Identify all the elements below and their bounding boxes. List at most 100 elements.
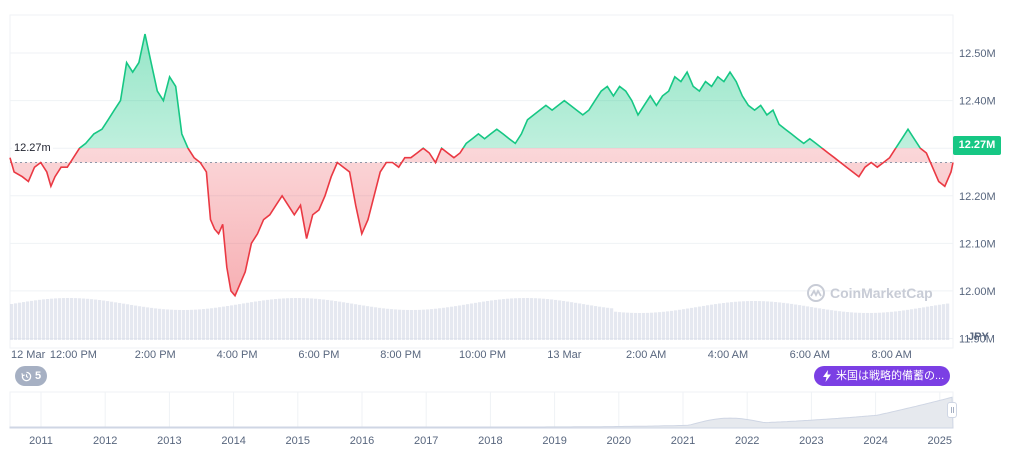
volume-bar [926, 306, 930, 340]
volume-bar [94, 299, 98, 340]
volume-bar [234, 304, 238, 340]
volume-bar [66, 298, 70, 340]
volume-bar [374, 307, 378, 340]
history-tick-label: 2012 [93, 435, 117, 447]
volume-bar [878, 312, 882, 340]
volume-bar [466, 304, 470, 340]
volume-bar [430, 309, 434, 340]
volume-bar [334, 301, 338, 340]
events-button[interactable]: 5 [15, 366, 47, 386]
volume-bar [938, 304, 942, 340]
volume-bar [358, 304, 362, 340]
news-event-button[interactable]: 米国は戦略的備蓄の... [814, 366, 950, 386]
volume-bar [810, 307, 814, 340]
volume-bar [174, 309, 178, 340]
volume-bar [918, 307, 922, 340]
volume-bar [90, 299, 94, 340]
volume-bar [838, 311, 842, 340]
volume-bar [454, 306, 458, 340]
history-tick-label: 2013 [157, 435, 181, 447]
volume-bar [798, 305, 802, 340]
plot-frame [9, 14, 954, 349]
volume-bar [490, 300, 494, 340]
volume-bar [166, 309, 170, 340]
volume-bar [82, 298, 86, 340]
lightning-icon [823, 370, 831, 382]
history-navigator[interactable]: 2011 2012 2013 2014 2015 2016 2017 2018 2019 2020… [9, 391, 954, 447]
volume-bar [894, 311, 898, 340]
y-tick-label: 12.00M [959, 286, 996, 298]
history-tick-label: 2024 [863, 435, 887, 447]
volume-bar [706, 305, 710, 340]
volume-bar [902, 310, 906, 340]
volume-bar [34, 300, 38, 340]
volume-bar [686, 308, 690, 340]
volume-bar [422, 309, 426, 340]
volume-bar [78, 298, 82, 340]
volume-bar [486, 300, 490, 340]
volume-bar [86, 298, 90, 340]
volume-bar [734, 301, 738, 340]
volume-bar [534, 298, 538, 340]
volume-bar [218, 307, 222, 340]
volume-bar [426, 309, 430, 340]
volume-bar [214, 307, 218, 340]
volume-bar [394, 309, 398, 340]
x-tick-label: 10:00 PM [459, 349, 506, 361]
volume-bar [282, 298, 286, 340]
volume-bar [630, 312, 634, 340]
volume-bar [722, 302, 726, 340]
volume-bar [930, 306, 934, 340]
volume-bar [862, 312, 866, 340]
volume-bar [678, 309, 682, 340]
volume-bar [506, 298, 510, 340]
volume-bar [226, 306, 230, 340]
volume-bar [150, 307, 154, 340]
volume-bar [622, 312, 626, 340]
volume-bar [362, 305, 366, 340]
volume-bar [482, 301, 486, 340]
volume-bar [818, 308, 822, 340]
volume-bar [738, 301, 742, 340]
range-handle[interactable] [947, 402, 957, 418]
x-tick-label: 4:00 AM [708, 349, 748, 361]
volume-bar [942, 304, 946, 340]
volume-bar [434, 308, 438, 340]
history-tick-label: 2019 [542, 435, 566, 447]
volume-bar [170, 309, 174, 340]
volume-bar [366, 306, 370, 340]
volume-bar [286, 298, 290, 340]
x-tick-label: 12:00 PM [50, 349, 97, 361]
volume-bar [354, 304, 358, 340]
volume-bar [202, 309, 206, 340]
volume-bar [318, 299, 322, 340]
volume-bar [14, 303, 18, 340]
volume-bar [370, 306, 374, 340]
volume-bar [438, 308, 442, 340]
volume-bar [834, 310, 838, 340]
volume-bar [934, 305, 938, 340]
price-lines [9, 33, 954, 298]
volume-bar [590, 305, 594, 340]
volume-bar [238, 304, 242, 340]
volume-bar [698, 306, 702, 340]
volume-bar [550, 299, 554, 340]
volume-bar [594, 306, 598, 340]
volume-bar [694, 307, 698, 340]
volume-bar [386, 308, 390, 340]
volume-bar [946, 303, 950, 340]
volume-bar [478, 302, 482, 340]
history-tick-label: 2021 [671, 435, 695, 447]
volume-bar [662, 311, 666, 340]
volume-bar [842, 311, 846, 340]
volume-bar [750, 301, 754, 340]
volume-bar [690, 307, 694, 340]
volume-bar [346, 302, 350, 340]
volume-bar [382, 308, 386, 340]
history-tick-label: 2023 [799, 435, 823, 447]
volume-bar [410, 309, 414, 340]
x-axis: 12 Mar 12:00 PM 2:00 PM 4:00 PM 6:00 PM 8:00 … [11, 349, 912, 361]
volume-bar [638, 312, 642, 340]
volume-bar [814, 307, 818, 340]
